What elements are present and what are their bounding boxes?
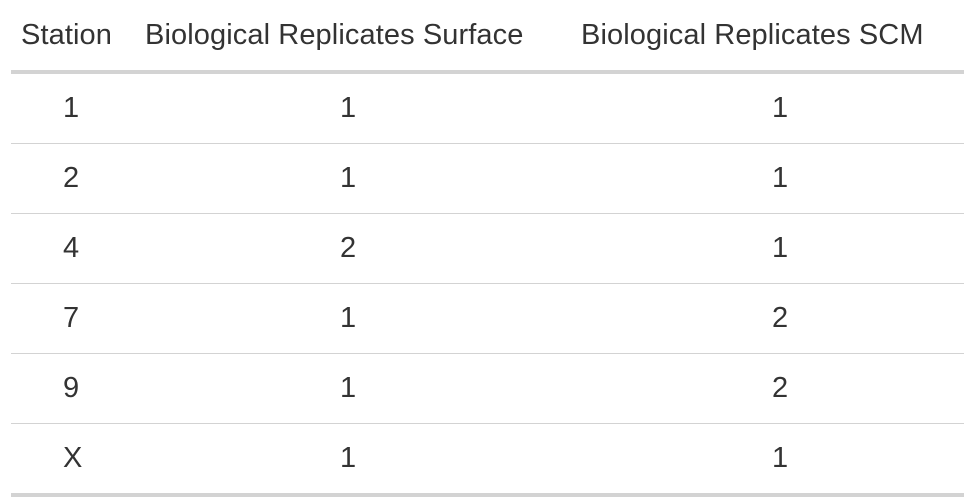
cell-surface: 1 bbox=[133, 353, 569, 424]
cell-scm: 1 bbox=[569, 143, 964, 214]
cell-surface: 1 bbox=[133, 423, 569, 497]
cell-scm: 2 bbox=[569, 353, 964, 424]
column-header-surface: Biological Replicates Surface bbox=[133, 0, 569, 74]
cell-surface: 1 bbox=[133, 283, 569, 354]
cell-station: 4 bbox=[11, 213, 133, 284]
table-header: Station Biological Replicates Surface Bi… bbox=[11, 0, 964, 74]
table-row: 7 1 2 bbox=[11, 283, 964, 354]
column-header-scm: Biological Replicates SCM bbox=[569, 0, 964, 74]
cell-scm: 1 bbox=[569, 72, 964, 144]
table-row: 9 1 2 bbox=[11, 353, 964, 424]
table-row: X 1 1 bbox=[11, 423, 964, 497]
cell-station: 9 bbox=[11, 353, 133, 424]
replicates-table-container: Station Biological Replicates Surface Bi… bbox=[11, 0, 964, 497]
cell-surface: 2 bbox=[133, 213, 569, 284]
cell-surface: 1 bbox=[133, 72, 569, 144]
header-row: Station Biological Replicates Surface Bi… bbox=[11, 0, 964, 74]
cell-station: 1 bbox=[11, 72, 133, 144]
cell-scm: 1 bbox=[569, 213, 964, 284]
cell-station: 7 bbox=[11, 283, 133, 354]
table-row: 2 1 1 bbox=[11, 143, 964, 214]
column-header-station: Station bbox=[11, 0, 133, 74]
table-row: 4 2 1 bbox=[11, 213, 964, 284]
table-row: 1 1 1 bbox=[11, 72, 964, 144]
cell-station: 2 bbox=[11, 143, 133, 214]
cell-scm: 1 bbox=[569, 423, 964, 497]
cell-surface: 1 bbox=[133, 143, 569, 214]
replicates-table: Station Biological Replicates Surface Bi… bbox=[11, 0, 964, 497]
cell-scm: 2 bbox=[569, 283, 964, 354]
table-body: 1 1 1 2 1 1 4 2 1 7 1 2 9 1 2 bbox=[11, 72, 964, 497]
cell-station: X bbox=[11, 423, 133, 497]
